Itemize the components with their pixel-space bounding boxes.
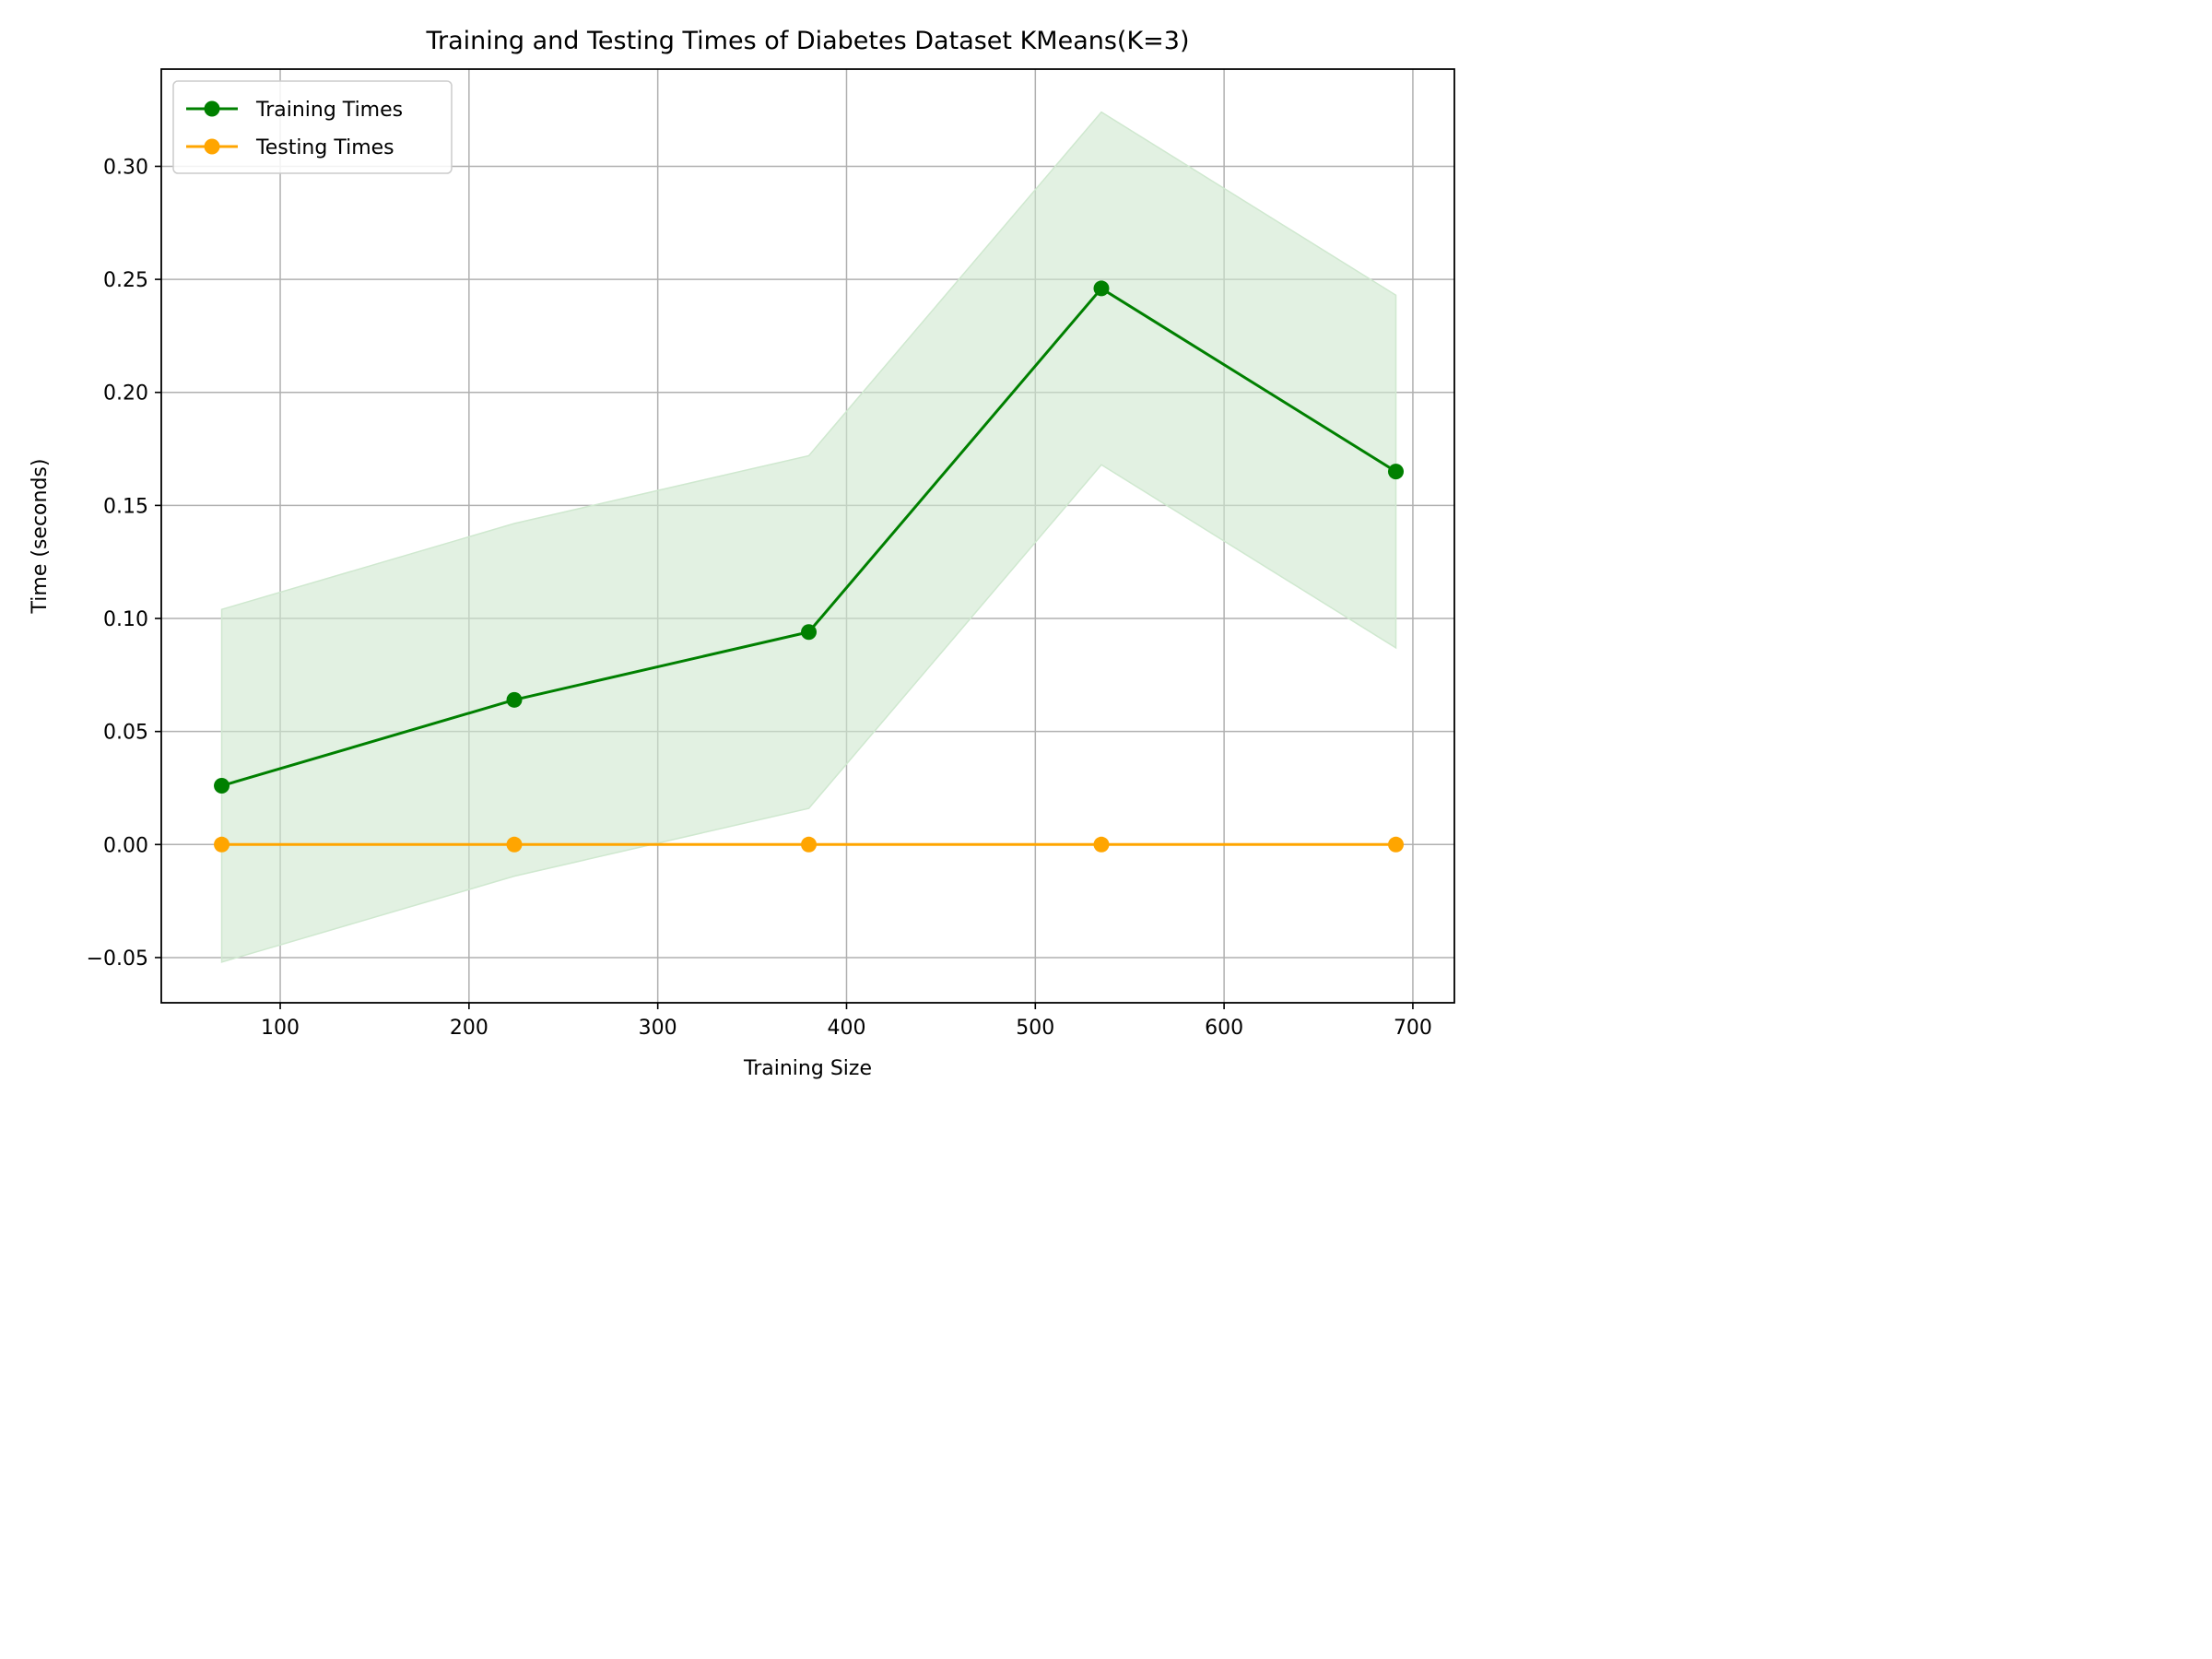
y-tick-label: 0.30 xyxy=(103,156,148,179)
chart-container: 100 200 300 400 500 600 700 −0.05 0.00 0.05 0.10 0.… xyxy=(0,0,1475,1106)
x-tick-label: 300 xyxy=(639,1017,677,1040)
x-tick-label: 700 xyxy=(1394,1017,1432,1040)
y-tick-label: 0.25 xyxy=(103,269,148,292)
y-tick-label: 0.20 xyxy=(103,382,148,406)
chart-title: Training and Testing Times of Diabetes D… xyxy=(426,27,1190,55)
testing-times-point xyxy=(214,836,230,853)
legend-items: Training Times Testing Times xyxy=(186,99,403,159)
y-axis-label: Time (seconds) xyxy=(29,459,52,615)
training-times-point xyxy=(214,778,230,794)
legend: Training Times Testing Times xyxy=(172,80,453,174)
legend-box xyxy=(172,80,453,174)
x-axis-label: Training Size xyxy=(743,1057,872,1080)
axis-ticks: 100 200 300 400 500 600 700 −0.05 0.00 0.05 0.10 0.… xyxy=(87,156,1432,1040)
training-times-point xyxy=(801,624,818,641)
y-tick-label: 0.05 xyxy=(103,722,148,745)
legend-marker-testing-times xyxy=(204,138,220,155)
line-chart: 100 200 300 400 500 600 700 −0.05 0.00 0.05 0.10 0.… xyxy=(0,0,1475,1106)
y-tick-label: −0.05 xyxy=(87,947,148,971)
x-tick-label: 200 xyxy=(450,1017,488,1040)
confidence-band xyxy=(220,111,1397,963)
x-tick-label: 100 xyxy=(261,1017,300,1040)
training-times-point xyxy=(1388,464,1405,480)
legend-label-training-times: Training Times xyxy=(255,99,403,122)
y-tick-label: 0.15 xyxy=(103,495,148,518)
legend-marker-training-times xyxy=(204,100,220,117)
training-times-point xyxy=(506,691,523,708)
y-tick-label: 0.00 xyxy=(103,834,148,857)
legend-label-testing-times: Testing Times xyxy=(255,136,394,159)
x-tick-label: 400 xyxy=(827,1017,865,1040)
y-tick-label: 0.10 xyxy=(103,608,148,631)
series-lines xyxy=(214,280,1405,853)
x-tick-label: 600 xyxy=(1205,1017,1243,1040)
testing-times-point xyxy=(506,836,523,853)
testing-times-point xyxy=(1093,836,1110,853)
testing-times-point xyxy=(1388,836,1405,853)
training-times-point xyxy=(1093,280,1110,297)
testing-times-point xyxy=(801,836,818,853)
x-tick-label: 500 xyxy=(1016,1017,1054,1040)
plot-frame xyxy=(160,68,1455,1004)
confidence-bands xyxy=(220,111,1397,963)
